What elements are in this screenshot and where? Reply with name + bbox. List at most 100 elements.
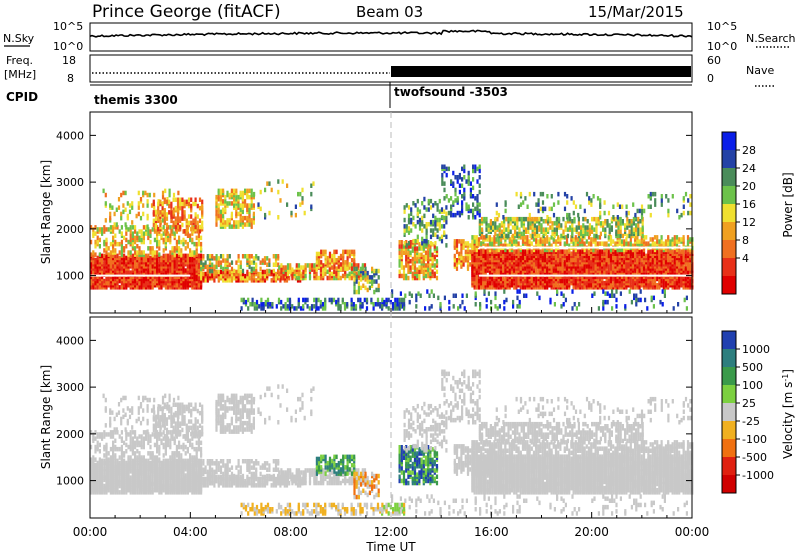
power-cell: [248, 276, 251, 281]
power-cell: [474, 206, 477, 212]
power-cell: [416, 246, 419, 251]
power-cell: [226, 273, 229, 279]
power-cell: [623, 239, 626, 244]
power-cell: [249, 302, 252, 307]
power-cell: [239, 269, 242, 275]
power-cell: [183, 214, 186, 219]
power-cell: [513, 249, 516, 254]
power-cell: [242, 297, 245, 303]
power-cell: [587, 235, 591, 240]
power-cell: [310, 204, 313, 209]
power-cell: [530, 241, 533, 246]
power-cell: [478, 168, 481, 174]
power-cell: [471, 235, 474, 240]
power-cell: [423, 238, 426, 244]
power-cell: [202, 262, 205, 267]
power-cell: [136, 285, 139, 290]
power-cell: [609, 266, 613, 271]
power-cell: [104, 192, 107, 198]
power-cell: [587, 264, 591, 269]
power-cell: [308, 306, 311, 311]
power-cell: [156, 235, 159, 241]
power-cell: [561, 262, 564, 267]
power-cell: [312, 181, 315, 186]
power-cell: [222, 278, 225, 283]
power-cell: [211, 254, 214, 259]
power-cell: [129, 233, 132, 238]
power-cell: [658, 239, 661, 244]
power-cell: [246, 222, 249, 227]
power-cell: [458, 189, 461, 195]
power-cell: [563, 253, 566, 259]
power-cell: [527, 221, 530, 226]
power-cell: [504, 247, 507, 253]
power-cell: [235, 197, 238, 202]
power-cell: [647, 249, 650, 254]
power-cell: [364, 266, 367, 272]
power-cell: [125, 255, 128, 261]
power-cell: [153, 253, 156, 259]
power-cell: [280, 299, 283, 305]
power-cell: [513, 285, 516, 290]
power-cell: [463, 164, 466, 169]
power-cell: [120, 252, 123, 257]
power-cell: [662, 274, 665, 280]
power-cell: [162, 231, 165, 236]
power-cell: [405, 250, 408, 255]
nave-tick-high: 60: [707, 54, 721, 67]
power-cell: [509, 216, 512, 222]
power-cell: [522, 225, 525, 230]
power-cell: [300, 265, 303, 270]
power-cell: [440, 207, 444, 212]
power-cell: [398, 263, 401, 268]
power-cell: [268, 181, 271, 186]
power-cell: [487, 227, 490, 232]
power-cell: [277, 262, 280, 267]
power-cell: [259, 206, 262, 212]
power-cell: [253, 191, 256, 197]
power-cell: [407, 244, 410, 249]
power-cell: [427, 256, 430, 262]
power-cell: [620, 243, 624, 248]
power-cell: [258, 304, 261, 309]
power-cell: [422, 254, 425, 260]
power-cell: [204, 260, 207, 265]
power-cell: [576, 237, 580, 242]
power-cell: [539, 249, 542, 254]
power-cell: [149, 229, 152, 234]
power-cell: [103, 278, 106, 284]
power-cell: [181, 222, 184, 228]
power-cell: [162, 248, 165, 253]
power-cell: [304, 263, 307, 268]
power-cell: [518, 227, 521, 232]
power-cell: [429, 263, 432, 268]
power-cell: [669, 266, 672, 271]
power-cell: [472, 185, 475, 191]
power-cell: [196, 214, 199, 219]
power-cell: [147, 246, 150, 251]
power-cell: [165, 216, 169, 221]
power-cell: [94, 252, 97, 257]
power-cell: [269, 302, 272, 307]
power-cell: [154, 216, 158, 221]
power-cell: [201, 224, 204, 230]
power-cell: [197, 258, 201, 263]
power-cell: [627, 253, 630, 259]
power-cell: [343, 302, 347, 307]
power-cell: [546, 235, 549, 240]
power-cell: [362, 270, 365, 276]
power-cell: [304, 273, 307, 279]
power-cell: [527, 216, 530, 222]
power-cell: [126, 201, 129, 206]
power-cell: [272, 262, 275, 267]
power-cell: [125, 225, 128, 230]
power-cell: [544, 219, 547, 224]
power-cell: [482, 249, 485, 254]
power-cell: [625, 268, 628, 273]
power-cell: [217, 256, 220, 261]
power-cell: [308, 263, 312, 268]
power-cell: [222, 199, 225, 204]
power-cell: [614, 268, 617, 273]
power-cell: [527, 225, 530, 230]
power-cell: [138, 246, 141, 251]
